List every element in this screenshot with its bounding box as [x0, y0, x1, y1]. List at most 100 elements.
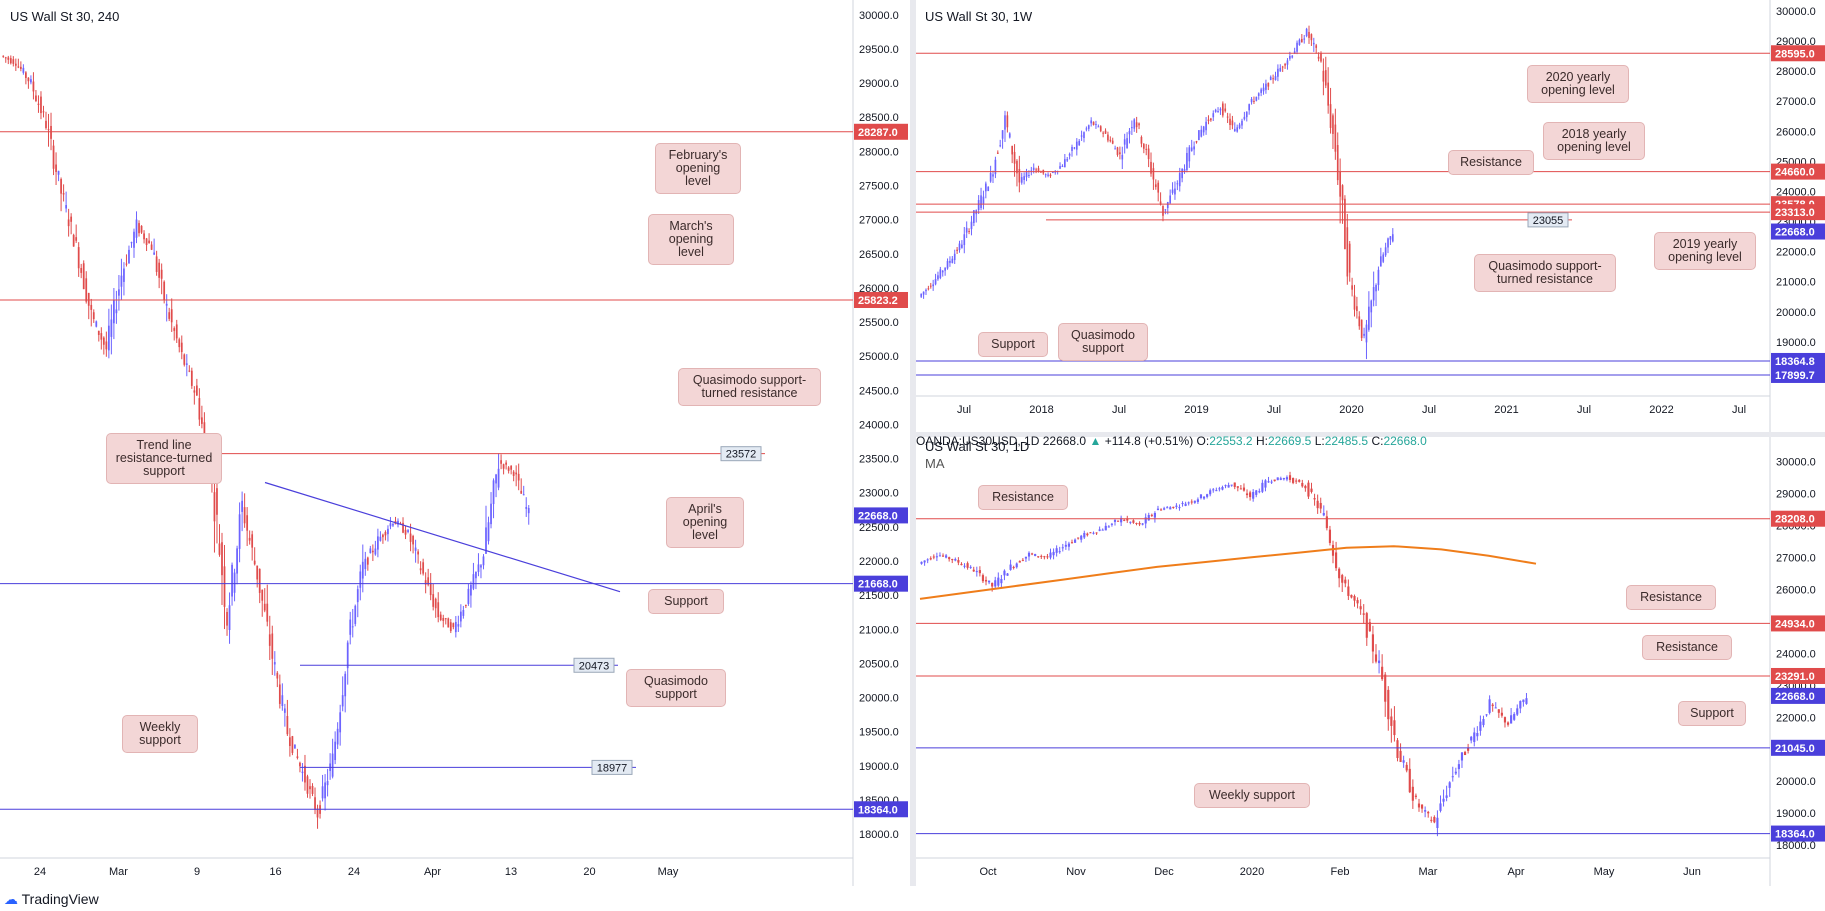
chart-w1-svg[interactable]: 18000.019000.020000.021000.022000.023000… [916, 0, 1825, 432]
candle-body [40, 96, 42, 114]
candle-body [301, 771, 304, 774]
candle-body [193, 390, 196, 393]
y-tick-label: 27000.0 [1776, 552, 1816, 564]
note-support-w[interactable]: Support [978, 332, 1048, 357]
chart-w1-panel[interactable]: 18000.019000.020000.021000.022000.023000… [916, 0, 1825, 432]
candle-body [1510, 715, 1513, 724]
panel-divider-horizontal[interactable] [916, 432, 1825, 437]
candle-body [246, 515, 249, 531]
note-resistance-mid[interactable]: Resistance [1626, 585, 1716, 610]
note-quasimodo-resistance[interactable]: Quasimodo support-turned resistance [678, 368, 821, 406]
note-2020-yearly-opening[interactable]: 2020 yearly opening level [1527, 65, 1629, 103]
candle-body [30, 79, 32, 83]
candle-body [1370, 300, 1373, 313]
x-tick-label: Jun [1683, 866, 1701, 878]
candle-body [1473, 732, 1476, 743]
candle-body [480, 565, 482, 568]
note-quasimodo-support-w[interactable]: Quasimodo support [1058, 323, 1148, 361]
candle-body [1055, 548, 1058, 553]
candle-body [1339, 171, 1341, 197]
candle-body [1059, 166, 1061, 169]
candle-body [1348, 243, 1351, 273]
candle-body [1485, 714, 1488, 716]
candle-body [1221, 486, 1224, 490]
candle-body [1006, 573, 1009, 576]
candle-body [1289, 56, 1291, 59]
candle-body [1503, 717, 1507, 723]
candle-body [1037, 168, 1040, 173]
y-tick-label: 27500.0 [859, 181, 899, 193]
note-weekly-support-d[interactable]: Weekly support [1194, 783, 1310, 808]
price-tag-bg [1771, 223, 1825, 240]
chart-h4-panel[interactable]: 18000.0 18500.0 19000.0 19500.0 20000.0 20500… [0, 0, 910, 886]
panel-divider-vertical[interactable] [910, 0, 916, 886]
candle-body [527, 508, 530, 514]
candle-body [379, 536, 382, 541]
note-quasimodo-resistance-w[interactable]: Quasimodo support-turned resistance [1474, 254, 1616, 292]
price-tag-label: 28208.0 [1775, 514, 1815, 526]
x-tick-label: Oct [979, 866, 996, 878]
note-trendline-support[interactable]: Trend line resistance-turned support [106, 433, 222, 484]
chart-d1-title: US Wall St 30, 1D [925, 439, 1030, 454]
tradingview-logo[interactable]: ☁ TradingView [4, 891, 99, 908]
candle-body [384, 531, 387, 536]
note-2019-yearly-opening[interactable]: 2019 yearly opening level [1654, 232, 1756, 270]
candle-body [1325, 516, 1328, 529]
note-resistance-top[interactable]: Resistance [978, 485, 1068, 510]
candle-body [1006, 115, 1009, 128]
note-resistance-low[interactable]: Resistance [1642, 635, 1732, 660]
y-tick-label: 24000.0 [1776, 648, 1816, 660]
note-support[interactable]: Support [648, 589, 724, 614]
y-tick-label: 23000.0 [859, 488, 899, 500]
chart-h4-svg[interactable]: 18000.018500.019000.019500.020000.020500… [0, 0, 910, 886]
candle-body [1427, 811, 1430, 814]
candle-body [1133, 119, 1136, 129]
note-resistance[interactable]: Resistance [1448, 150, 1534, 175]
chart-d1-panel[interactable]: 18000.019000.020000.021000.022000.023000… [916, 437, 1825, 886]
candle-body [941, 555, 945, 557]
candle-body [336, 728, 339, 745]
candle-body [1199, 494, 1203, 499]
candle-body [107, 325, 110, 351]
candle-body [138, 223, 140, 234]
note-february-opening[interactable]: February's opening level [655, 143, 741, 194]
candle-body [1230, 484, 1233, 486]
candle-body [1236, 127, 1239, 132]
note-support-d[interactable]: Support [1678, 701, 1746, 726]
candle-body [1054, 171, 1057, 173]
candle-body [216, 488, 218, 515]
candle-body [1193, 500, 1196, 503]
price-tag-bg [854, 507, 908, 524]
candle-body [1270, 481, 1273, 483]
candle-body [1142, 144, 1145, 149]
candle-body [1080, 135, 1083, 137]
candle-body [1070, 542, 1074, 544]
candle-body [520, 490, 523, 494]
candle-body [1267, 82, 1270, 87]
candle-body [1341, 575, 1344, 583]
note-weekly-support[interactable]: Weekly support [122, 715, 198, 753]
candle-body [1467, 748, 1470, 751]
candle-body [1365, 613, 1368, 638]
candle-body [1003, 570, 1006, 576]
note-2018-yearly-opening[interactable]: 2018 yearly opening level [1543, 122, 1645, 160]
candle-body [1171, 189, 1174, 193]
candle-body [1296, 42, 1298, 52]
candle-body [22, 67, 25, 73]
candle-body [417, 551, 419, 555]
candle-body [236, 548, 238, 574]
candle-body [1356, 306, 1358, 312]
candle-body [457, 624, 460, 627]
chart-w1-title: US Wall St 30, 1W [925, 9, 1033, 24]
candle-body [258, 568, 261, 593]
note-april-opening[interactable]: April's opening level [666, 497, 744, 548]
candle-body [987, 186, 990, 191]
candle-body [203, 422, 206, 435]
candle-body [991, 582, 994, 587]
candle-body [77, 247, 80, 269]
candle-body [1123, 519, 1126, 521]
candle-body [1008, 133, 1011, 138]
note-march-opening[interactable]: March's opening level [648, 214, 734, 265]
chart-d1-svg[interactable]: 18000.019000.020000.021000.022000.023000… [916, 437, 1825, 886]
note-quasimodo-support[interactable]: Quasimodo support [626, 669, 726, 707]
